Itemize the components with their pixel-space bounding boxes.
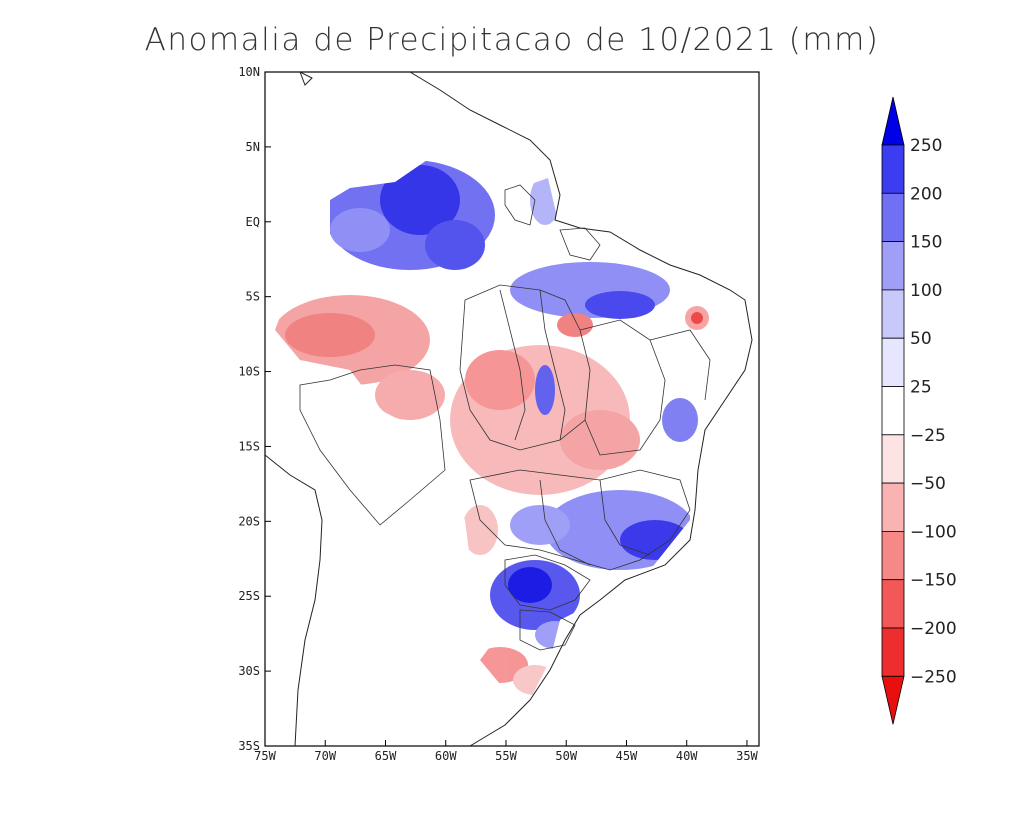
lon-tick-label: 75W <box>254 749 276 763</box>
colorbar-label: −100 <box>910 522 957 542</box>
lon-tick-label: 60W <box>435 749 457 763</box>
lon-tick-label: 35W <box>736 749 758 763</box>
lon-tick-label: 50W <box>555 749 577 763</box>
colorbar-label: −200 <box>910 619 957 639</box>
colorbar-label: −150 <box>910 571 957 591</box>
colorbar-box <box>881 241 905 291</box>
colorbar-box <box>881 289 905 339</box>
colorbar-label: −250 <box>910 667 957 687</box>
lat-tick-label: 5S <box>246 290 260 304</box>
colorbar-box <box>881 144 905 194</box>
colorbar-box <box>881 482 905 532</box>
colorbar-label: 100 <box>910 281 942 301</box>
colorbar-box <box>881 531 905 581</box>
lat-tick-label: 20S <box>238 514 260 528</box>
lat-tick-label: 35S <box>238 739 260 753</box>
colorbar-box <box>881 337 905 387</box>
lon-tick-label: 70W <box>314 749 336 763</box>
lat-tick-label: 10S <box>238 365 260 379</box>
colorbar-box <box>881 627 905 677</box>
lat-tick-label: 30S <box>238 664 260 678</box>
lon-tick-label: 55W <box>495 749 517 763</box>
lat-tick-label: 5N <box>246 140 260 154</box>
lat-tick-label: EQ <box>246 215 260 229</box>
colorbar-box <box>881 434 905 484</box>
coastline-lines <box>265 72 753 746</box>
colorbar-bottom-arrow <box>881 675 905 725</box>
lat-tick-label: 25S <box>238 589 260 603</box>
lon-tick-label: 45W <box>616 749 638 763</box>
colorbar-top-arrow <box>881 96 905 146</box>
colorbar-box <box>881 386 905 436</box>
state-borders <box>299 184 711 651</box>
colorbar-label: 25 <box>910 378 932 398</box>
colorbar-box <box>881 579 905 629</box>
colorbar: 250 200 150 100 50 25 −25 −50 −100 −150 −200 −250 <box>881 96 957 725</box>
colorbar-box <box>881 192 905 243</box>
anomaly-field <box>275 160 709 695</box>
colorbar-label: 150 <box>910 233 942 253</box>
colorbar-label: 250 <box>910 136 942 156</box>
colorbar-label: 200 <box>910 184 942 204</box>
map-title: Anomalia de Precipitacao de 10/2021 (mm) <box>144 22 880 58</box>
colorbar-label: −50 <box>910 474 946 494</box>
colorbar-label: 50 <box>910 329 932 349</box>
lon-tick-label: 65W <box>375 749 397 763</box>
latitude-axis: 10N 5N EQ 5S 10S 15S 20S 25S 30S 35S <box>238 65 271 753</box>
lat-tick-label: 15S <box>238 439 260 453</box>
colorbar-label: −25 <box>910 426 946 446</box>
lat-tick-label: 10N <box>238 65 260 79</box>
longitude-axis: 75W 70W 65W 60W 55W 50W 45W 40W 35W <box>254 740 759 763</box>
lon-tick-label: 40W <box>676 749 698 763</box>
